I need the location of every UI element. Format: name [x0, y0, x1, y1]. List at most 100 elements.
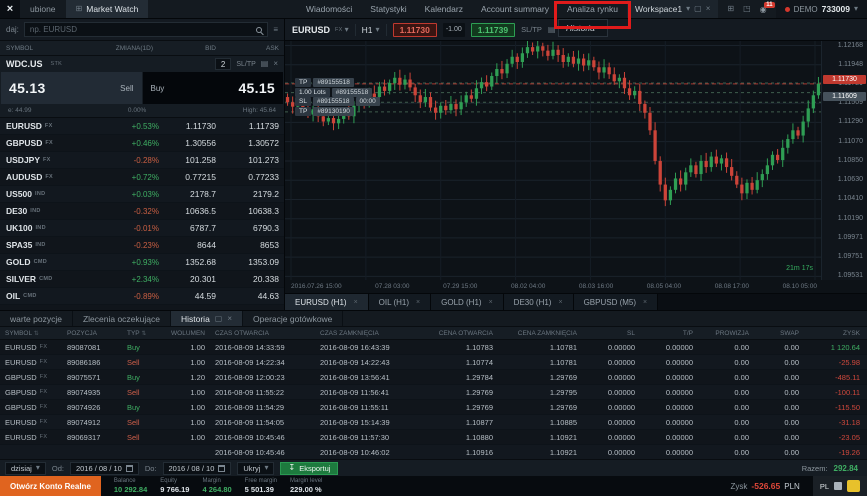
popout-icon[interactable]: ▢: [694, 4, 702, 13]
candlestick-chart[interactable]: [285, 41, 821, 280]
ask-price[interactable]: 101.273: [248, 155, 279, 165]
from-date-input[interactable]: 2016 / 08 / 10: [69, 461, 139, 475]
close-icon[interactable]: ×: [705, 4, 711, 13]
column-header-czas-otwarcia[interactable]: CZAS OTWARCIA: [215, 329, 269, 337]
close-icon[interactable]: ×: [273, 59, 278, 68]
order-label-row[interactable]: TP #89130190: [295, 106, 354, 116]
symbol-row-coffee[interactable]: COFFEECMD-0.55%144.26144.76: [0, 305, 284, 310]
volume-stepper[interactable]: 2: [214, 58, 232, 70]
export-button[interactable]: ↧ Eksportuj: [280, 461, 339, 475]
chart-buy-button[interactable]: 1.11739: [470, 22, 516, 37]
bid-price[interactable]: 1.30556: [185, 138, 216, 148]
column-header-czas-zamkni-cia[interactable]: CZAS ZAMKNIĘCIA: [320, 329, 379, 337]
symbol-row-spa35[interactable]: SPA35 IND -0.23% 8644 8653: [0, 237, 284, 254]
ask-price[interactable]: 20.338: [253, 274, 279, 284]
ask-price[interactable]: 2179.2: [253, 189, 279, 199]
ask-price[interactable]: 0.77233: [248, 172, 279, 182]
chart-tab-oil-h1[interactable]: OIL (H1) ×: [368, 294, 432, 310]
symbol-row-silver[interactable]: SILVER CMD +2.34% 20.301 20.338: [0, 271, 284, 288]
taskbar-yellow-icon[interactable]: [847, 480, 860, 492]
buy-button[interactable]: Buy 45.15: [142, 72, 283, 104]
ask-price[interactable]: 10638.3: [248, 206, 279, 216]
notifications-icon[interactable]: ◉ 11: [759, 1, 775, 14]
chart-plot-area[interactable]: TP #89155518 1.00 Lots #89155518 SL #89155518…: [285, 41, 821, 280]
ask-price[interactable]: 6790.3: [253, 223, 279, 233]
taskbar-tray-icon[interactable]: [834, 482, 842, 490]
column-header-symbol[interactable]: SYMBOL: [6, 44, 34, 52]
symbol-row-gold[interactable]: GOLD CMD +0.93% 1352.68 1353.09: [0, 254, 284, 271]
column-header-typ[interactable]: TYP ⇅: [127, 329, 147, 337]
symbol-row-audusd[interactable]: AUDUSD FX +0.72% 0.77215 0.77233: [0, 169, 284, 186]
bid-price[interactable]: 6787.7: [190, 223, 216, 233]
menu-item-account-summary[interactable]: Account summary: [480, 4, 549, 14]
chart-tab-de30-h1[interactable]: DE30 (H1) ×: [503, 294, 574, 310]
symbol-search-input[interactable]: [29, 25, 253, 34]
history-row[interactable]: 2016-08-09 10:45:46 2016-08-09 10:46:02 1.…: [0, 445, 867, 460]
panel-tab-historia[interactable]: Historia ▢ ×: [170, 311, 244, 326]
bid-price[interactable]: 101.258: [185, 155, 216, 165]
history-row[interactable]: EURUSD FX 89087081 Buy 1.00 2016-08-09 14:33:…: [0, 340, 867, 355]
symbol-row-eurusd[interactable]: EURUSD FX +0.53% 1.11730 1.11739: [0, 118, 284, 135]
menu-item-historia[interactable]: Historia: [565, 23, 595, 33]
tab-market-watch[interactable]: ⊞ Market Watch: [65, 0, 149, 18]
column-header-cena-otwarcia[interactable]: CENA OTWARCIA: [438, 329, 493, 337]
bid-price[interactable]: 20.301: [190, 274, 216, 284]
symbol-row-usdjpy[interactable]: USDJPY FX -0.28% 101.258 101.273: [0, 152, 284, 169]
menu-item-wiadomo-ci[interactable]: Wiadomości: [306, 4, 353, 14]
history-row[interactable]: EURUSD FX 89086186 Sell 1.00 2016-08-09 14:22…: [0, 355, 867, 370]
bid-price[interactable]: 1352.68: [185, 257, 216, 267]
close-icon[interactable]: ×: [643, 298, 648, 306]
price-axis[interactable]: 1.121681.119481.117291.115091.112901.110…: [821, 41, 867, 280]
bid-price[interactable]: 10636.5: [185, 206, 216, 216]
column-header-zysk[interactable]: ZYSK: [843, 329, 860, 337]
bid-price[interactable]: 0.77215: [185, 172, 216, 182]
history-row[interactable]: GBPUSD FX 89074935 Sell 1.00 2016-08-09 11:55…: [0, 385, 867, 400]
open-real-account-button[interactable]: Otwórz Konto Realne: [0, 476, 101, 496]
column-header-pozycja[interactable]: POZYCJA: [67, 329, 97, 337]
order-label-row[interactable]: 1.00 Lots #89155518: [295, 87, 373, 97]
chart-tab-gbpusd-m5[interactable]: GBPUSD (M5) ×: [573, 294, 659, 310]
column-header-ask[interactable]: ASK: [265, 44, 279, 52]
taskbar-language[interactable]: PL: [819, 481, 829, 491]
account-selector[interactable]: DEMO 733009 ▾: [775, 0, 867, 18]
bid-price[interactable]: 8644: [197, 240, 216, 250]
close-icon[interactable]: ×: [227, 313, 233, 323]
history-row[interactable]: GBPUSD FX 89075571 Buy 1.20 2016-08-09 12:00:…: [0, 370, 867, 385]
symbol-row-uk100[interactable]: UK100 IND -0.01% 6787.7 6790.3: [0, 220, 284, 237]
chart-symbol-selector[interactable]: EURUSD FX ▾: [292, 25, 349, 35]
column-header-swap[interactable]: SWAP: [780, 329, 799, 337]
timeframe-selector[interactable]: H1 ▾: [362, 25, 380, 35]
app-logo[interactable]: ×: [0, 0, 20, 18]
column-header-t-p[interactable]: T/P: [682, 329, 693, 337]
ask-price[interactable]: 144.76: [222, 308, 284, 310]
history-row[interactable]: EURUSD FX 89069317 Sell 1.00 2016-08-09 10:45…: [0, 430, 867, 445]
bid-price[interactable]: 2178.7: [190, 189, 216, 199]
hide-button[interactable]: Ukryj ▾: [237, 461, 275, 475]
column-header-zmiana-1d[interactable]: ZMIANA(1D): [115, 44, 153, 52]
close-icon[interactable]: ×: [488, 298, 493, 306]
to-date-input[interactable]: 2016 / 08 / 10: [162, 461, 232, 475]
chart-tab-eurusd-h1[interactable]: EURUSD (H1) ×: [285, 294, 369, 310]
chart-type-icon[interactable]: ▤: [547, 24, 556, 34]
ask-price[interactable]: 8653: [260, 240, 279, 250]
workspace-tab[interactable]: Workspace1 ▾ ▢ ×: [627, 0, 719, 18]
column-header-cena-zamkni-cia[interactable]: CENA ZAMKNIĘCIA: [517, 329, 577, 337]
column-header-sl[interactable]: SL: [627, 329, 635, 337]
column-header-symbol[interactable]: SYMBOL ⇅: [5, 329, 39, 337]
ask-price[interactable]: 1.30572: [248, 138, 279, 148]
chart-sltp-label[interactable]: SL/TP: [521, 25, 542, 34]
bid-price[interactable]: 44.59: [194, 291, 216, 301]
search-icon[interactable]: [256, 26, 263, 33]
column-header-bid[interactable]: BID: [205, 44, 216, 52]
column-header-prowizja[interactable]: PROWIZJA: [715, 329, 749, 337]
chart-tab-gold-h1[interactable]: GOLD (H1) ×: [431, 294, 504, 310]
tab-favourites[interactable]: ubione: [30, 4, 56, 14]
sltp-label[interactable]: SL/TP: [236, 60, 256, 68]
menu-icon[interactable]: ≡: [273, 24, 278, 34]
panel-tab-zlecenia-oczekuj-ce[interactable]: Zlecenia oczekujące: [73, 311, 171, 326]
ask-price[interactable]: 44.63: [257, 291, 279, 301]
popout-icon[interactable]: ▢: [214, 313, 223, 323]
panel-tab-warte-pozycje[interactable]: warte pozycje: [0, 311, 73, 326]
chevron-down-icon[interactable]: ▾: [686, 4, 691, 13]
menu-item-statystyki[interactable]: Statystyki: [370, 4, 407, 14]
